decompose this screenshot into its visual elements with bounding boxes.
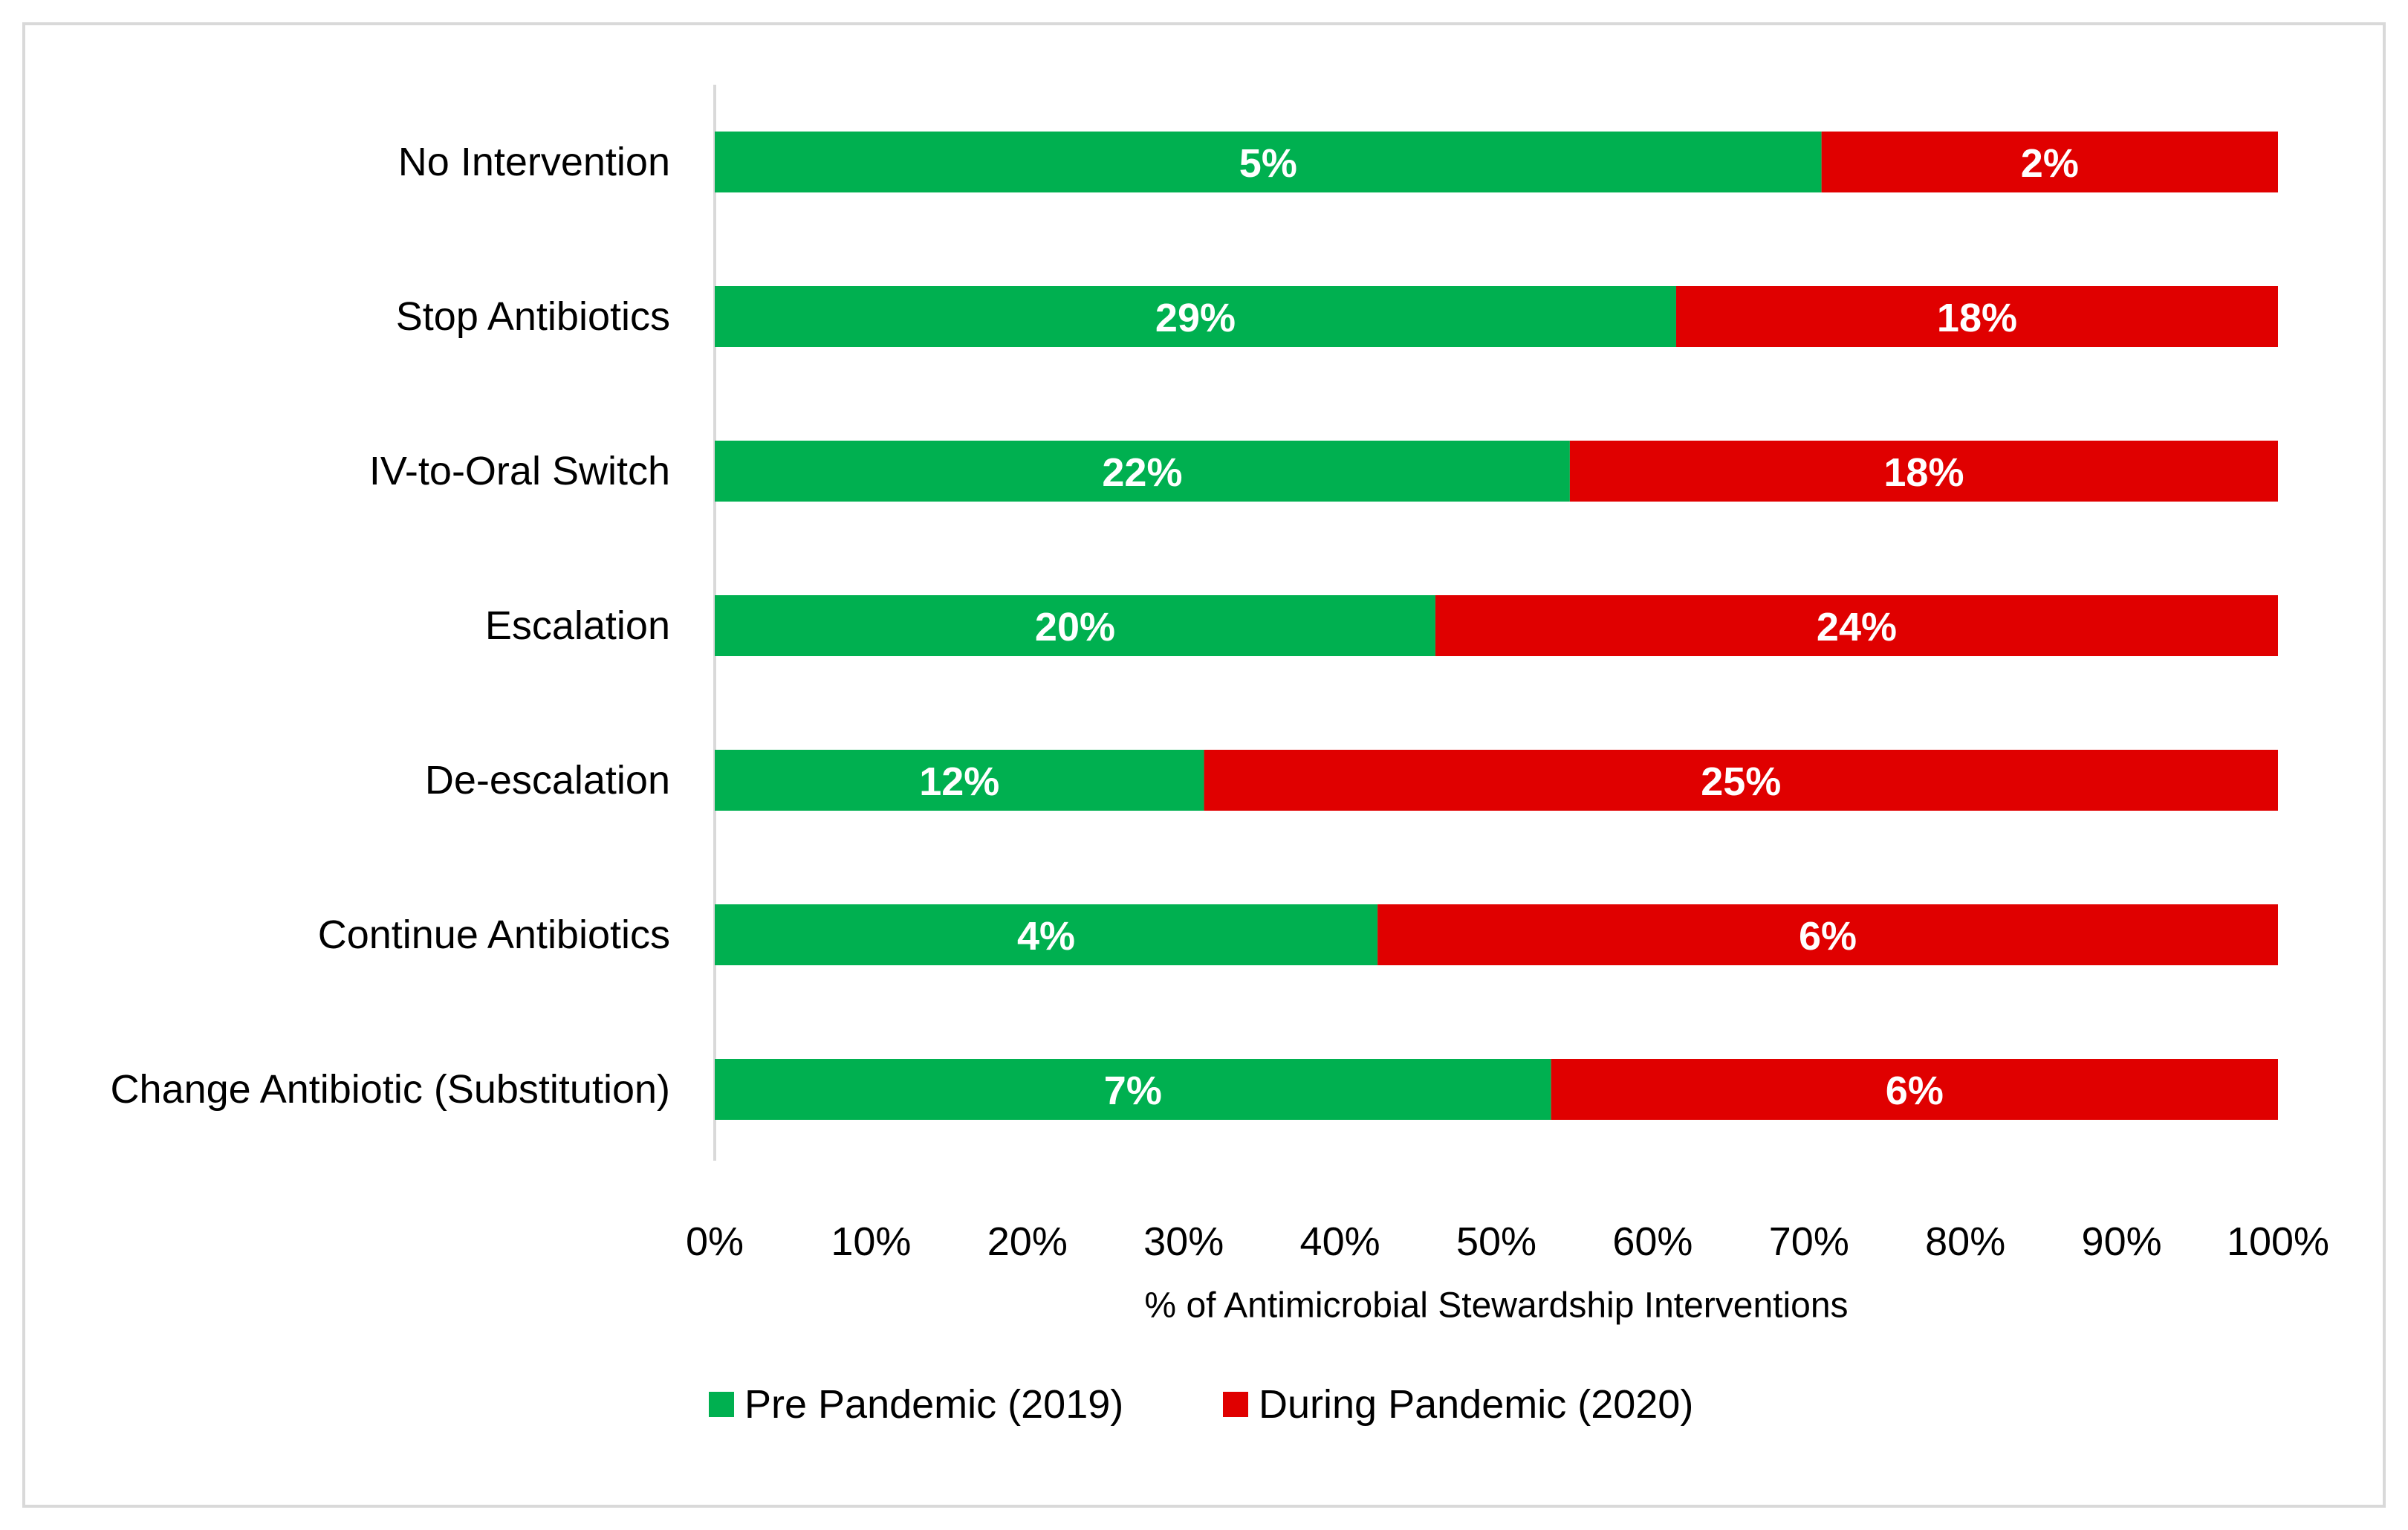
legend-label: During Pandemic (2020) — [1259, 1382, 1693, 1427]
data-label: 4% — [1017, 914, 1075, 959]
data-label: 18% — [1937, 296, 2017, 340]
data-label: 5% — [1239, 141, 1297, 186]
x-tick-label: 30% — [1143, 1219, 1224, 1264]
bar-segment-during-pandemic — [1377, 904, 2278, 965]
category-label: Stop Antibiotics — [396, 294, 670, 339]
bar-segment-during-pandemic — [1551, 1059, 2278, 1120]
data-label: 20% — [1035, 605, 1115, 649]
category-label: Change Antibiotic (Substitution) — [111, 1067, 670, 1112]
data-label: 29% — [1155, 296, 1236, 340]
bar-segment-pre-pandemic — [715, 904, 1378, 965]
x-tick-label: 10% — [831, 1219, 911, 1264]
x-axis-title: % of Antimicrobial Stewardship Intervent… — [1144, 1286, 1848, 1326]
legend-swatch-during-pandemic — [1223, 1392, 1248, 1417]
x-tick-label: 90% — [2082, 1219, 2162, 1264]
bar-segment-during-pandemic — [1569, 441, 2278, 502]
bar-segment-during-pandemic — [1675, 286, 2278, 347]
category-label: IV-to-Oral Switch — [369, 449, 670, 493]
data-label: 6% — [1799, 914, 1857, 959]
category-label: De-escalation — [425, 758, 670, 803]
bar-segment-pre-pandemic — [715, 441, 1570, 502]
data-label: 2% — [2021, 141, 2079, 186]
bar-segment-during-pandemic — [1204, 750, 2278, 811]
data-label: 24% — [1817, 605, 1897, 649]
x-tick-label: 50% — [1456, 1219, 1536, 1264]
data-label: 12% — [919, 759, 999, 804]
x-tick-label: 20% — [987, 1219, 1068, 1264]
bar-segment-pre-pandemic — [715, 132, 1822, 192]
legend-swatch-pre-pandemic — [709, 1392, 734, 1417]
x-tick-label: 100% — [2227, 1219, 2329, 1264]
x-tick-label: 70% — [1769, 1219, 1849, 1264]
x-tick-label: 0% — [686, 1219, 744, 1264]
data-label: 18% — [1883, 450, 1964, 495]
data-label: 6% — [1886, 1069, 1944, 1113]
stacked-bar-chart: No Intervention 5% 2% Stop Antibiotics 29% 18… — [111, 85, 2329, 1427]
bar-segment-pre-pandemic — [715, 750, 1204, 811]
x-tick-label: 40% — [1300, 1219, 1380, 1264]
bar-segment-pre-pandemic — [715, 286, 1676, 347]
data-label: 22% — [1102, 450, 1182, 495]
chart-frame: No Intervention 5% 2% Stop Antibiotics 29% 18… — [22, 22, 2386, 1508]
x-tick-label: 80% — [1925, 1219, 2005, 1264]
data-label: 25% — [1701, 759, 1781, 804]
category-label: Escalation — [485, 603, 670, 648]
x-tick-label: 60% — [1612, 1219, 1693, 1264]
bar-segment-during-pandemic — [1435, 595, 2278, 656]
data-label: 7% — [1104, 1069, 1162, 1113]
category-label: Continue Antibiotics — [318, 913, 670, 957]
bar-segment-pre-pandemic — [715, 595, 1435, 656]
bar-segment-during-pandemic — [1821, 132, 2278, 192]
legend-label: Pre Pandemic (2019) — [744, 1382, 1123, 1427]
category-label: No Intervention — [398, 140, 670, 184]
bar-segment-pre-pandemic — [715, 1059, 1551, 1120]
